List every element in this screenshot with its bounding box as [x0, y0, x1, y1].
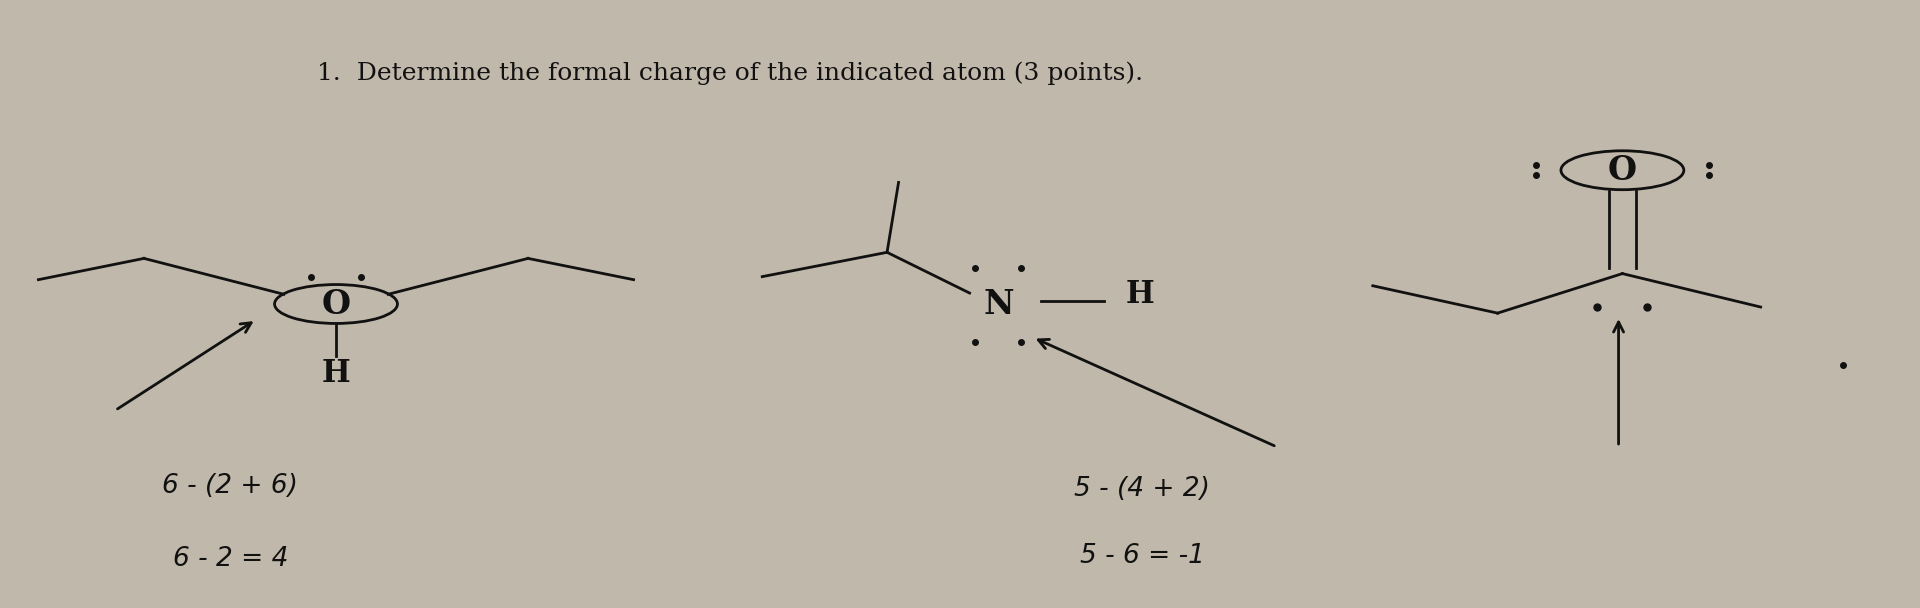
Text: H: H — [323, 359, 349, 389]
Text: 6 - (2 + 6): 6 - (2 + 6) — [163, 474, 298, 499]
Text: 6 - 2 = 4: 6 - 2 = 4 — [173, 547, 288, 572]
Text: 5 - 6 = -1: 5 - 6 = -1 — [1079, 544, 1206, 569]
Text: 5 - (4 + 2): 5 - (4 + 2) — [1075, 477, 1210, 502]
Text: H: H — [1127, 280, 1154, 310]
Text: O: O — [1607, 154, 1638, 187]
Text: O: O — [321, 288, 351, 320]
Text: N: N — [983, 288, 1014, 320]
Text: 1.  Determine the formal charge of the indicated atom (3 points).: 1. Determine the formal charge of the in… — [317, 61, 1142, 85]
